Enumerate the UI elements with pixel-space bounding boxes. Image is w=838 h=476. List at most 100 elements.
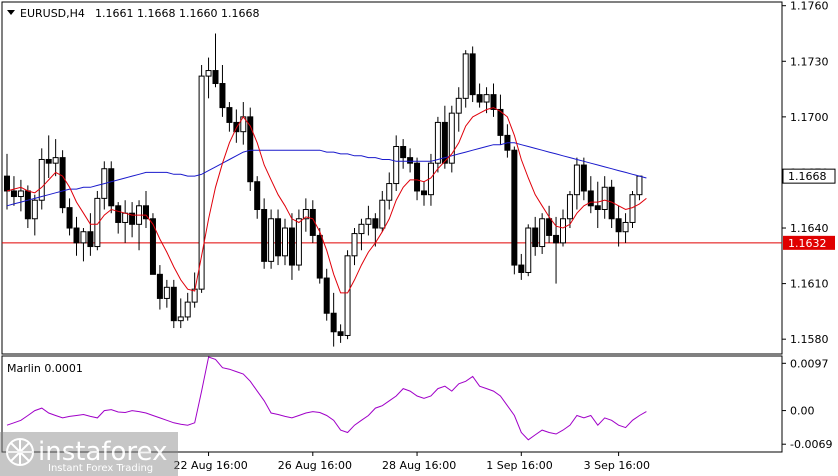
watermark-backdrop — [0, 432, 178, 476]
candle-body — [518, 264, 525, 273]
slow-moving-average-line — [6, 142, 647, 207]
candle — [615, 205, 622, 247]
candle — [546, 205, 553, 243]
symbol-label: EURUSD,H4 — [20, 7, 85, 20]
candle-body — [198, 75, 205, 290]
candle — [372, 213, 379, 247]
candle-body — [601, 186, 608, 210]
candle — [434, 116, 441, 173]
candle — [400, 139, 407, 169]
candle-body — [323, 277, 330, 314]
candle — [149, 213, 156, 275]
candle — [108, 161, 115, 214]
candle-body — [156, 273, 163, 299]
candle — [17, 179, 24, 212]
candle-body — [636, 175, 643, 196]
candle-body — [316, 234, 323, 279]
candle — [469, 46, 476, 103]
candle — [316, 228, 323, 284]
candle-body — [462, 53, 469, 99]
candle-body — [52, 157, 59, 164]
watermark-brand: instaforex — [38, 437, 167, 467]
candle-body — [94, 197, 101, 248]
candle-body — [358, 223, 365, 235]
price-axis-label: 1.1610 — [790, 278, 829, 291]
candle-body — [212, 70, 219, 85]
candle-body — [4, 175, 10, 192]
candle-body — [205, 70, 212, 77]
candle-body — [163, 286, 170, 299]
candle — [518, 253, 525, 280]
level-price-box — [783, 235, 835, 250]
dropdown-triangle-icon[interactable] — [7, 10, 15, 15]
candle — [31, 194, 38, 236]
candle-body — [441, 121, 448, 164]
candle — [539, 213, 546, 254]
candle-body — [573, 164, 580, 196]
candle — [497, 94, 504, 145]
candle-body — [386, 183, 393, 201]
candle-body — [434, 121, 441, 164]
candle-body — [566, 194, 573, 220]
candle-body — [476, 94, 483, 103]
candle-body — [490, 94, 497, 110]
candle — [212, 33, 219, 88]
candle-body — [226, 107, 233, 123]
candle-body — [10, 190, 17, 198]
candle-body — [525, 227, 532, 273]
candle — [601, 176, 608, 219]
instaforex-watermark: instaforex Instant Forex Trading — [0, 432, 178, 476]
candle — [268, 209, 275, 269]
candle — [163, 279, 170, 308]
candle-body — [170, 286, 177, 322]
candle — [594, 181, 601, 229]
candle-body — [261, 208, 268, 262]
candle-body — [24, 190, 31, 220]
price-pane — [1, 1, 783, 355]
current-price-label: 1.1668 — [788, 170, 827, 183]
candle-body — [254, 181, 261, 210]
candle — [94, 190, 101, 251]
candle-body — [546, 218, 553, 236]
candle-body — [615, 218, 622, 233]
candle-body — [622, 221, 629, 233]
instaforex-logo-icon — [6, 438, 34, 466]
candle-body — [532, 227, 539, 248]
candle-body — [268, 218, 275, 262]
candle — [226, 102, 233, 132]
candle-body — [73, 227, 80, 244]
candle-body — [17, 190, 24, 198]
candle — [490, 83, 497, 117]
candle-body — [469, 53, 476, 96]
candle-body — [587, 190, 594, 207]
candle-body — [539, 218, 546, 248]
price-axis-label: 1.1580 — [790, 333, 829, 346]
candle — [156, 265, 163, 310]
candle-body — [594, 205, 601, 210]
candle-body — [66, 207, 73, 229]
price-axis-label: 1.1730 — [790, 55, 829, 68]
candle — [45, 135, 52, 178]
price-pane-frame — [1, 1, 783, 355]
candle — [587, 176, 594, 214]
candle-body — [379, 199, 386, 229]
candle — [184, 292, 191, 321]
candle — [580, 157, 587, 201]
indicator-axis-label: 0.00 — [790, 405, 815, 418]
candle-body — [580, 164, 587, 192]
axes: 1.17601.17301.17001.16701.16401.16101.15… — [174, 0, 836, 472]
candle-body — [143, 205, 149, 220]
candle — [10, 176, 17, 206]
candle — [344, 250, 351, 340]
candle-body — [275, 218, 282, 257]
marlin-oscillator-line — [6, 356, 647, 441]
candle-body — [337, 331, 344, 336]
candle-body — [372, 218, 379, 229]
candle — [52, 139, 59, 177]
candle — [275, 209, 282, 266]
candle-body — [87, 231, 94, 248]
candle — [219, 64, 226, 117]
candle — [622, 213, 629, 243]
candle — [330, 292, 337, 347]
indicator-pane-frame — [1, 355, 783, 453]
